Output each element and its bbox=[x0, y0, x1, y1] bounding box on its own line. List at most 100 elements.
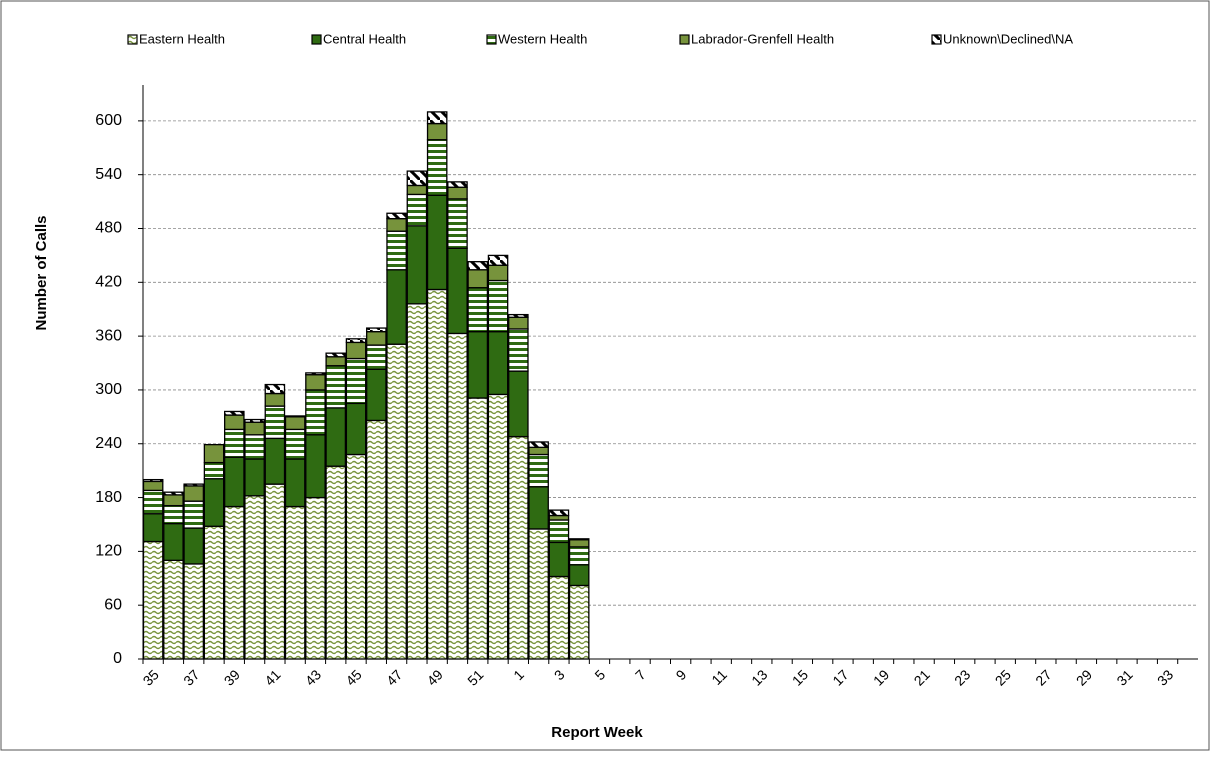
bar-segment bbox=[244, 434, 265, 460]
bar-segment bbox=[386, 212, 407, 220]
bar-segment bbox=[548, 519, 570, 544]
bar-segment bbox=[467, 287, 489, 333]
bar-segment bbox=[163, 494, 184, 507]
bar-segment bbox=[386, 217, 407, 232]
bar-segment bbox=[548, 541, 570, 578]
bar-segment bbox=[386, 269, 407, 345]
y-axis-label: Number of Calls bbox=[33, 215, 50, 330]
y-tick-label: 240 bbox=[95, 435, 122, 452]
bar-segment bbox=[426, 288, 448, 660]
legend-marker bbox=[486, 34, 497, 45]
bar-segment bbox=[325, 352, 347, 358]
bar-segment bbox=[325, 465, 347, 660]
legend-label: Eastern Health bbox=[139, 31, 225, 46]
bar-segment bbox=[447, 198, 468, 249]
bar-segment bbox=[183, 485, 205, 502]
bar-segment bbox=[406, 170, 428, 187]
bar-segment bbox=[426, 122, 448, 141]
bar-segment bbox=[264, 405, 286, 440]
bar-segment bbox=[447, 186, 468, 200]
bar-segment bbox=[426, 139, 448, 196]
legend-marker bbox=[127, 34, 138, 45]
bar-segment bbox=[163, 559, 184, 660]
bar-segment bbox=[325, 365, 347, 409]
bar-segment bbox=[528, 446, 549, 456]
y-tick-label: 600 bbox=[95, 112, 122, 129]
bar-segment bbox=[508, 435, 529, 660]
bar-segment bbox=[183, 483, 205, 487]
bar-segment bbox=[406, 303, 428, 660]
bar-segment bbox=[508, 316, 529, 330]
bar-segment bbox=[568, 538, 590, 541]
bar-segment bbox=[305, 434, 326, 499]
bar-segment bbox=[467, 397, 489, 660]
bar-segment bbox=[142, 540, 164, 660]
y-tick-label: 0 bbox=[113, 650, 122, 667]
bar-segment bbox=[203, 443, 225, 464]
bar-segment bbox=[183, 563, 205, 660]
bar-segment bbox=[203, 461, 225, 480]
bar-segment bbox=[224, 428, 245, 458]
bar-segment bbox=[345, 453, 367, 660]
bar-segment bbox=[264, 392, 286, 407]
bar-segment bbox=[386, 230, 407, 271]
legend-label: Central Health bbox=[323, 31, 406, 46]
bar-segment bbox=[224, 414, 245, 431]
bar-segment bbox=[305, 389, 326, 436]
bar-segment bbox=[183, 527, 205, 565]
x-axis-label: Report Week bbox=[551, 724, 643, 741]
bar-segment bbox=[142, 489, 164, 515]
y-tick-label: 480 bbox=[95, 220, 122, 237]
bar-segment bbox=[244, 421, 265, 436]
bar-segment bbox=[447, 181, 468, 188]
bar-segment bbox=[244, 458, 265, 497]
bar-segment bbox=[487, 330, 509, 396]
bar-segment bbox=[426, 111, 448, 125]
bar-segment bbox=[406, 193, 428, 227]
bar-segment bbox=[183, 500, 205, 529]
bar-segment bbox=[325, 356, 347, 367]
bar-segment bbox=[264, 437, 286, 485]
bar-segment bbox=[284, 428, 306, 460]
bar-segment bbox=[487, 279, 509, 333]
bar-segment bbox=[508, 328, 529, 372]
bar-segment bbox=[487, 254, 509, 266]
bar-segment bbox=[224, 456, 245, 508]
bar-segment bbox=[305, 496, 326, 660]
legend-marker bbox=[931, 34, 942, 45]
bar-segment bbox=[528, 528, 549, 660]
bar-segment bbox=[264, 483, 286, 660]
bar-segment bbox=[568, 539, 590, 548]
y-tick-label: 60 bbox=[104, 596, 122, 613]
bar-segment bbox=[244, 418, 265, 423]
y-tick-label: 360 bbox=[95, 327, 122, 344]
bar-segment bbox=[224, 505, 245, 660]
bar-segment bbox=[467, 269, 489, 289]
bar-segment bbox=[284, 415, 306, 418]
bar-segment bbox=[528, 486, 549, 530]
bar-segment bbox=[224, 410, 245, 416]
bar-segment bbox=[284, 505, 306, 660]
bar-segment bbox=[366, 330, 387, 346]
bar-segment bbox=[325, 407, 347, 467]
y-tick-label: 300 bbox=[95, 381, 122, 398]
bar-segment bbox=[366, 368, 387, 422]
y-tick-label: 120 bbox=[95, 543, 122, 560]
bar-segment bbox=[508, 313, 529, 318]
bar-segment bbox=[366, 327, 387, 333]
bar-segment bbox=[406, 184, 428, 196]
bar-segment bbox=[244, 495, 265, 660]
bar-segment bbox=[345, 338, 367, 344]
bar-segment bbox=[163, 522, 184, 561]
legend-marker bbox=[311, 34, 322, 45]
bar-segment bbox=[487, 393, 509, 660]
bar-segment bbox=[528, 441, 549, 448]
bar-segment bbox=[366, 344, 387, 370]
bar-segment bbox=[548, 509, 570, 517]
bar-segment bbox=[568, 584, 590, 660]
bar-segment bbox=[548, 514, 570, 521]
bar-segment bbox=[447, 247, 468, 335]
legend-label: Labrador-Grenfell Health bbox=[691, 31, 834, 46]
bar-segment bbox=[487, 264, 509, 282]
